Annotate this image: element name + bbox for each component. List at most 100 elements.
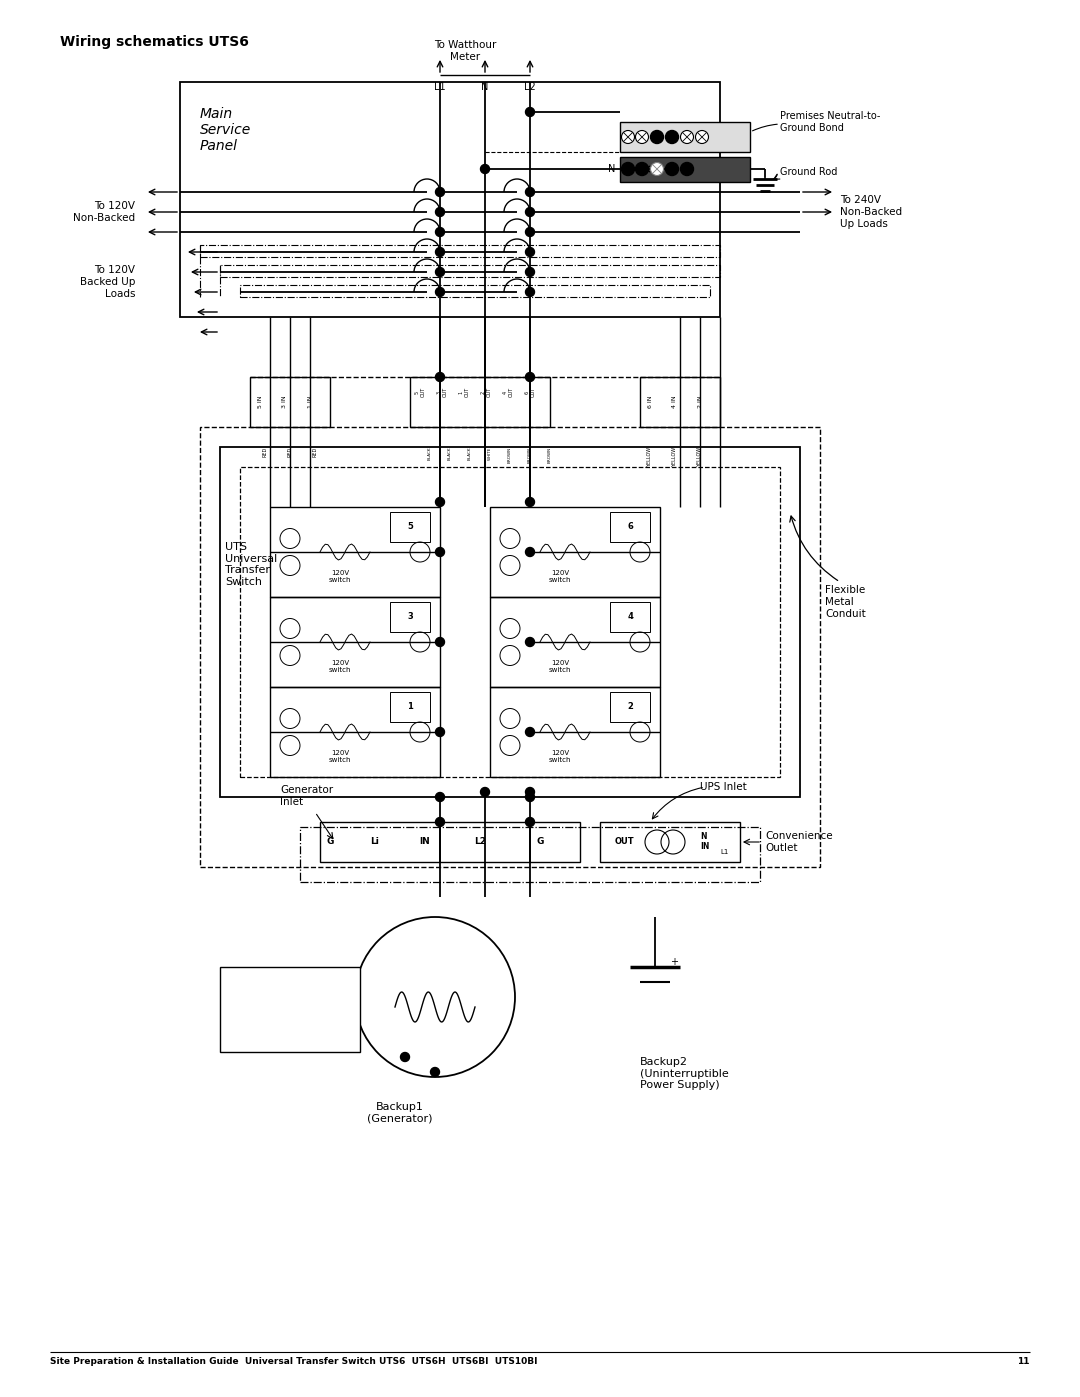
Circle shape: [435, 497, 445, 507]
Circle shape: [696, 130, 708, 144]
Circle shape: [526, 267, 535, 277]
Bar: [220, 265, 720, 277]
Circle shape: [526, 497, 535, 507]
Bar: [410, 377, 550, 427]
Text: N: N: [700, 833, 706, 841]
Circle shape: [435, 208, 445, 217]
Bar: [610, 692, 650, 722]
Bar: [240, 285, 710, 298]
Circle shape: [435, 817, 445, 827]
Bar: [249, 377, 330, 427]
Text: Generator
Inlet: Generator Inlet: [280, 785, 333, 807]
Text: 1 IN: 1 IN: [308, 395, 312, 408]
Bar: [270, 687, 440, 777]
Text: OUT: OUT: [615, 837, 635, 847]
Text: To Watthour
Meter: To Watthour Meter: [434, 41, 496, 61]
Text: G: G: [537, 837, 543, 847]
Text: 5 IN: 5 IN: [257, 395, 262, 408]
Bar: [610, 511, 650, 542]
Text: Premises Neutral-to-
Ground Bond: Premises Neutral-to- Ground Bond: [780, 112, 880, 133]
Text: 120V
switch: 120V switch: [328, 661, 351, 673]
Bar: [390, 511, 430, 542]
Text: Convenience
Outlet: Convenience Outlet: [765, 831, 833, 852]
Text: L2: L2: [524, 82, 536, 92]
Text: 120V
switch: 120V switch: [328, 570, 351, 584]
Text: 1
OUT: 1 OUT: [459, 387, 470, 397]
Circle shape: [435, 792, 445, 802]
Circle shape: [431, 1067, 440, 1077]
Text: Backup2
(Uninterruptible
Power Supply): Backup2 (Uninterruptible Power Supply): [640, 1058, 729, 1090]
Text: UTS
Universal
Transfer
Switch: UTS Universal Transfer Switch: [225, 542, 278, 587]
Text: +: +: [670, 957, 678, 967]
Circle shape: [435, 228, 445, 236]
Circle shape: [650, 130, 663, 144]
Circle shape: [435, 548, 445, 556]
Bar: [320, 821, 580, 862]
Text: 5
OUT: 5 OUT: [415, 387, 426, 397]
Text: 4: 4: [627, 612, 633, 622]
Text: L1: L1: [720, 849, 728, 855]
Text: BLACK: BLACK: [448, 447, 453, 461]
Text: YELLOW: YELLOW: [673, 447, 677, 467]
Text: Main
Service
Panel: Main Service Panel: [200, 108, 252, 154]
Text: N: N: [608, 163, 615, 175]
Bar: [200, 244, 720, 257]
Text: L2: L2: [474, 837, 486, 847]
Text: 6: 6: [627, 522, 633, 531]
Text: RED: RED: [287, 447, 293, 457]
Bar: [620, 122, 750, 152]
Text: To 240V
Non-Backed
Up Loads: To 240V Non-Backed Up Loads: [840, 196, 902, 229]
Circle shape: [526, 288, 535, 296]
Circle shape: [435, 728, 445, 736]
Circle shape: [481, 165, 489, 173]
Text: Wiring schematics UTS6: Wiring schematics UTS6: [60, 35, 248, 49]
Bar: [270, 597, 440, 687]
Text: Site Preparation & Installation Guide  Universal Transfer Switch UTS6  UTS6H  UT: Site Preparation & Installation Guide Un…: [50, 1358, 538, 1366]
Text: N: N: [482, 82, 488, 92]
Circle shape: [526, 792, 535, 802]
Text: 3: 3: [407, 612, 413, 622]
Bar: [180, 82, 720, 317]
Text: RED: RED: [312, 447, 318, 457]
Circle shape: [665, 130, 678, 144]
Circle shape: [435, 637, 445, 647]
Circle shape: [526, 228, 535, 236]
Circle shape: [435, 247, 445, 257]
Text: 2
OUT: 2 OUT: [481, 387, 491, 397]
Text: 2 IN: 2 IN: [698, 395, 702, 408]
Circle shape: [526, 187, 535, 197]
Circle shape: [621, 130, 635, 144]
Circle shape: [526, 548, 535, 556]
Circle shape: [526, 108, 535, 116]
Bar: [220, 447, 800, 798]
Text: 4 IN: 4 IN: [673, 395, 677, 408]
Text: Backup1
(Generator): Backup1 (Generator): [367, 1102, 433, 1123]
Text: 4
OUT: 4 OUT: [502, 387, 513, 397]
Text: To 120V
Backed Up
Loads: To 120V Backed Up Loads: [80, 265, 135, 299]
Text: G: G: [326, 837, 334, 847]
Text: BLACK: BLACK: [468, 447, 472, 461]
Bar: [490, 597, 660, 687]
Text: 1: 1: [407, 703, 413, 711]
Text: 6 IN: 6 IN: [648, 395, 652, 408]
Circle shape: [526, 208, 535, 217]
Text: L1: L1: [434, 82, 446, 92]
Text: 11: 11: [1017, 1358, 1030, 1366]
Text: BLACK: BLACK: [428, 447, 432, 461]
Bar: [610, 602, 650, 631]
Text: 6
OUT: 6 OUT: [525, 387, 536, 397]
Circle shape: [526, 817, 535, 827]
Bar: [490, 687, 660, 777]
Text: 120V
switch: 120V switch: [549, 570, 571, 584]
Circle shape: [435, 267, 445, 277]
Circle shape: [401, 1052, 409, 1062]
Bar: [390, 602, 430, 631]
Text: 3 IN: 3 IN: [283, 395, 287, 408]
Bar: [240, 467, 780, 777]
Circle shape: [680, 162, 693, 176]
Text: BROWN: BROWN: [528, 447, 532, 464]
Text: WHITE: WHITE: [488, 447, 492, 461]
Bar: [600, 821, 740, 862]
Circle shape: [526, 373, 535, 381]
Text: Ground Rod: Ground Rod: [780, 168, 837, 177]
